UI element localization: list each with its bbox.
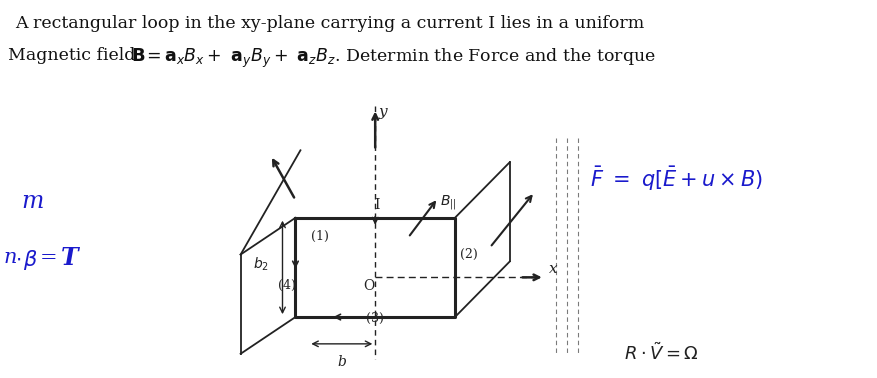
Text: (1): (1) xyxy=(311,229,329,243)
Text: (3): (3) xyxy=(367,312,384,325)
Text: y: y xyxy=(378,105,387,119)
Text: $\cdot$: $\cdot$ xyxy=(15,249,21,268)
Text: $b_2$: $b_2$ xyxy=(253,256,268,273)
Text: I: I xyxy=(374,198,380,212)
Text: b: b xyxy=(338,355,346,369)
Text: T: T xyxy=(61,246,79,270)
Text: $B_{||}$: $B_{||}$ xyxy=(440,193,457,212)
Text: (4): (4) xyxy=(277,279,296,292)
Text: n: n xyxy=(4,248,17,266)
Text: (2): (2) xyxy=(460,248,478,260)
Text: x: x xyxy=(549,262,557,276)
Text: $=\mathbf{a}_x B_x+\ \mathbf{a}_y B_y+\ \mathbf{a}_z B_z$. Determin the Force an: $=\mathbf{a}_x B_x+\ \mathbf{a}_y B_y+\ … xyxy=(143,47,656,70)
Text: =: = xyxy=(39,248,57,266)
Text: A rectangular loop in the xy-plane carrying a current I lies in a uniform: A rectangular loop in the xy-plane carry… xyxy=(15,15,645,32)
Text: O: O xyxy=(363,279,374,293)
Text: Magnetic field: Magnetic field xyxy=(9,47,136,64)
Text: m: m xyxy=(21,190,44,213)
Text: $\mathbf{B}$: $\mathbf{B}$ xyxy=(131,47,146,65)
Text: $R\cdot\tilde{V}=\Omega$: $R\cdot\tilde{V}=\Omega$ xyxy=(624,343,699,364)
Text: $\beta$: $\beta$ xyxy=(24,248,38,271)
Text: $\bar{F}\ =\ q\left[\bar{E}+u\times B\right)$: $\bar{F}\ =\ q\left[\bar{E}+u\times B\ri… xyxy=(589,165,762,194)
